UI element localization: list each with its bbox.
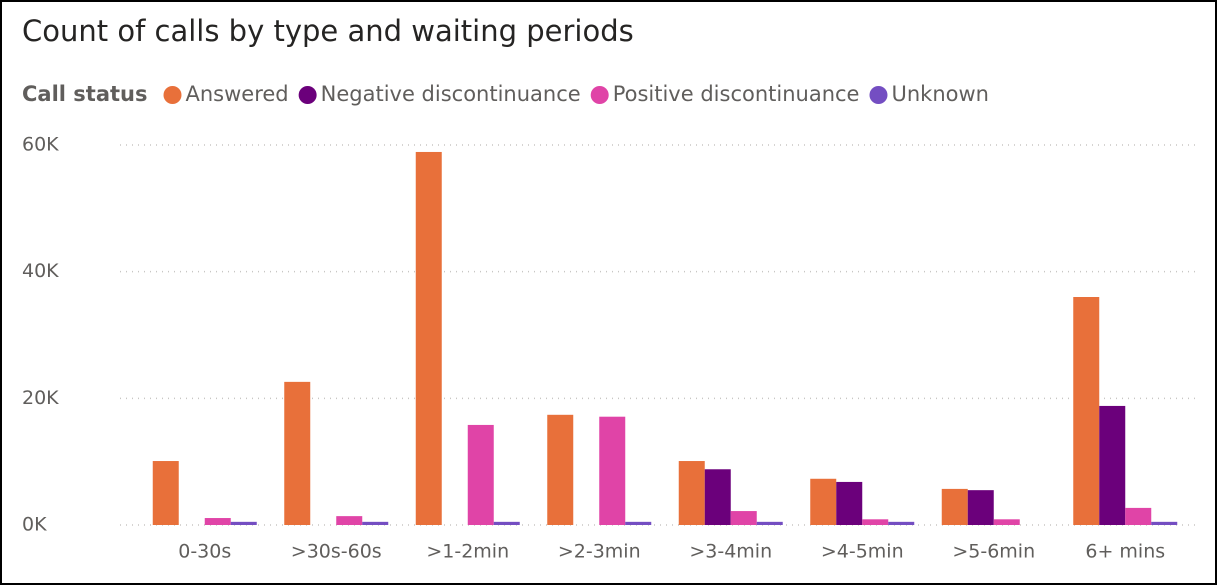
bar: [1151, 521, 1178, 525]
bar: [230, 521, 257, 525]
bar: [152, 461, 179, 525]
legend-label: Unknown: [891, 82, 988, 106]
y-tick-label: 40K: [22, 260, 59, 282]
x-tick-label: >5-6min: [952, 541, 1035, 563]
bar: [493, 521, 520, 525]
bar: [1125, 507, 1152, 525]
legend-title: Call status: [22, 82, 148, 106]
bar: [678, 461, 705, 525]
bar: [836, 481, 863, 525]
bar: [730, 511, 757, 525]
bar: [704, 469, 731, 525]
bar: [284, 381, 311, 525]
legend-marker: [163, 86, 182, 104]
bar: [862, 519, 889, 525]
bar: [1099, 405, 1126, 525]
legend-marker: [298, 86, 317, 104]
bar: [993, 519, 1020, 525]
bar: [888, 521, 915, 525]
bar: [467, 424, 494, 525]
x-tick-label: >2-3min: [558, 541, 641, 563]
x-tick-label: 0-30s: [178, 541, 231, 563]
bar: [336, 516, 363, 525]
legend-label: Positive discontinuance: [613, 82, 860, 106]
x-tick-label: >4-5min: [821, 541, 904, 563]
y-tick-label: 60K: [22, 134, 59, 156]
legend-marker: [869, 86, 888, 104]
x-tick-label: 6+ mins: [1085, 541, 1165, 563]
bar: [415, 151, 442, 525]
x-tick-label: >30s-60s: [291, 541, 382, 563]
legend-label: Negative discontinuance: [321, 82, 581, 106]
bar: [1073, 297, 1100, 525]
bar: [547, 414, 574, 525]
bar: [625, 521, 652, 525]
y-tick-label: 20K: [22, 387, 59, 409]
bar: [599, 416, 626, 525]
legend-marker: [590, 86, 609, 104]
bar: [941, 488, 968, 525]
bar: [756, 521, 783, 525]
bar: [967, 490, 994, 525]
x-tick-label: >3-4min: [689, 541, 772, 563]
bar: [204, 518, 231, 525]
y-tick-label: 0K: [22, 514, 47, 536]
x-tick-label: >1-2min: [426, 541, 509, 563]
chart-title: Count of calls by type and waiting perio…: [22, 14, 634, 48]
bar: [810, 478, 837, 525]
bar: [362, 521, 389, 525]
legend-label: Answered: [186, 82, 289, 106]
